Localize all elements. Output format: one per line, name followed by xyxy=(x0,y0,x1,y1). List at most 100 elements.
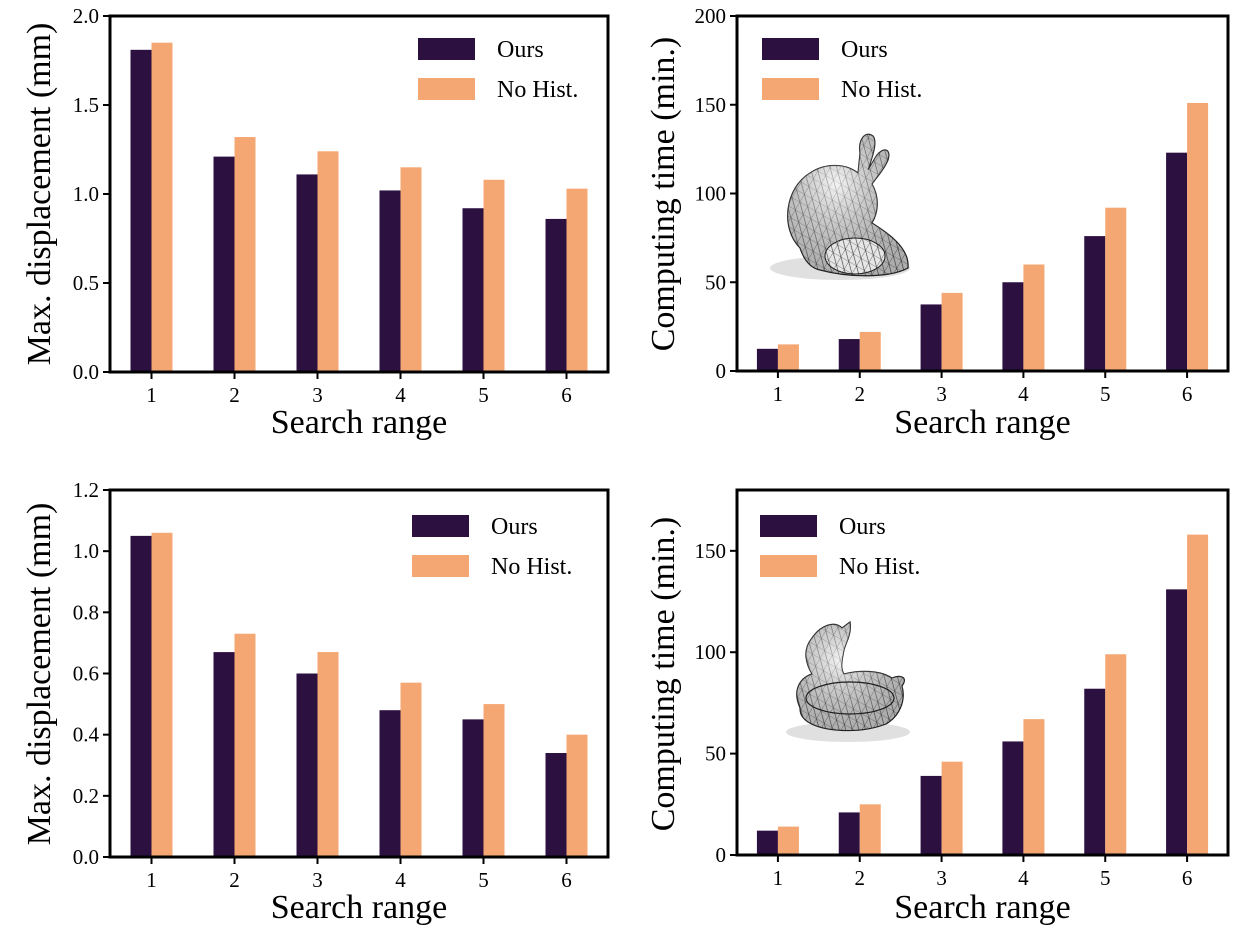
y-tick-label: 0.2 xyxy=(73,784,99,808)
bar-ours-1 xyxy=(756,348,778,371)
bar-ours-4 xyxy=(379,710,401,857)
bar-ours-1 xyxy=(130,49,152,372)
bar-no-hist-2 xyxy=(234,633,256,857)
x-tick-label: 3 xyxy=(936,382,947,406)
y-tick-label: 0.5 xyxy=(73,271,99,295)
bar-no-hist-3 xyxy=(941,292,963,371)
bar-ours-4 xyxy=(1002,282,1024,371)
x-tick-label: 4 xyxy=(1018,866,1029,890)
bar-ours-1 xyxy=(756,830,778,855)
x-axis-title: Search range xyxy=(894,404,1071,441)
bar-no-hist-2 xyxy=(859,804,881,855)
x-tick-label: 1 xyxy=(773,866,784,890)
bar-ours-2 xyxy=(213,156,235,372)
bar-no-hist-3 xyxy=(317,652,339,857)
bar-no-hist-6 xyxy=(1187,534,1209,855)
plot-frame xyxy=(735,488,1230,857)
y-tick-label: 50 xyxy=(705,742,726,766)
x-tick-label: 4 xyxy=(395,868,406,892)
bar-ours-6 xyxy=(545,753,567,857)
bar-ours-5 xyxy=(462,719,484,857)
bar-no-hist-6 xyxy=(566,188,588,372)
y-axis-title: Max. displacement (mm) xyxy=(21,23,58,366)
bar-no-hist-5 xyxy=(483,704,505,857)
bar-ours-5 xyxy=(1084,236,1106,371)
plot-frame xyxy=(108,14,610,374)
x-tick-label: 5 xyxy=(1100,866,1111,890)
x-tick-label: 6 xyxy=(1182,382,1193,406)
x-tick-label: 2 xyxy=(855,866,866,890)
y-tick-label: 0 xyxy=(716,359,727,383)
legend-swatch-no-hist xyxy=(412,555,469,577)
x-axis-title: Search range xyxy=(271,404,448,441)
chart-panel-top-left: 0.0 0.5 1.0 1.5 2.0 1 2 3 4 5 6 Search range Max. di… xyxy=(21,4,610,441)
legend: Ours No Hist. xyxy=(760,514,920,580)
x-tick-label: 1 xyxy=(146,383,157,407)
bar-no-hist-2 xyxy=(859,331,881,371)
legend-swatch-ours xyxy=(418,38,475,60)
bar-no-hist-4 xyxy=(1023,264,1045,371)
bar-ours-3 xyxy=(920,304,942,371)
chart-panel-top-right: 0 50 100 150 200 1 2 3 4 5 6 Search range Computing … xyxy=(645,4,1230,441)
x-tick-label: 2 xyxy=(855,382,866,406)
legend-swatch-ours xyxy=(412,515,469,537)
y-tick-label: 1.5 xyxy=(73,93,99,117)
legend-swatch-no-hist xyxy=(418,78,475,100)
x-axis-title: Search range xyxy=(271,889,448,926)
legend-label-ours: Ours xyxy=(839,514,886,540)
legend-swatch-ours xyxy=(762,38,819,60)
x-tick-label: 6 xyxy=(561,383,572,407)
bar-ours-5 xyxy=(462,208,484,372)
x-axis-title: Search range xyxy=(894,889,1071,926)
bar-no-hist-2 xyxy=(234,137,256,372)
x-tick-label: 2 xyxy=(229,868,240,892)
bar-ours-6 xyxy=(545,218,567,372)
y-tick-label: 2.0 xyxy=(73,4,99,28)
bar-no-hist-4 xyxy=(400,682,422,857)
chart-panel-bottom-left: 0.0 0.2 0.4 0.6 0.8 1.0 1.2 1 2 3 4 5 6 Search range M… xyxy=(21,478,610,926)
y-tick-label: 0.8 xyxy=(73,600,99,624)
bar-ours-4 xyxy=(379,190,401,372)
legend-swatch-ours xyxy=(760,515,817,537)
legend-label-ours: Ours xyxy=(497,37,544,63)
y-tick-label: 100 xyxy=(695,182,727,206)
y-tick-label: 1.0 xyxy=(73,539,99,563)
bar-no-hist-1 xyxy=(777,344,799,371)
y-tick-label: 200 xyxy=(695,4,727,28)
y-axis-title: Max. displacement (mm) xyxy=(21,503,58,846)
bar-no-hist-5 xyxy=(1105,207,1127,371)
legend: Ours No Hist. xyxy=(418,37,578,103)
bar-no-hist-5 xyxy=(483,179,505,372)
y-axis-title: Computing time (min.) xyxy=(645,517,682,831)
bar-ours-3 xyxy=(296,174,318,372)
y-tick-label: 150 xyxy=(695,539,727,563)
x-tick-label: 3 xyxy=(312,868,323,892)
x-tick-label: 4 xyxy=(1018,382,1029,406)
y-tick-label: 150 xyxy=(695,93,727,117)
x-tick-label: 3 xyxy=(312,383,323,407)
legend-label-ours: Ours xyxy=(491,514,538,540)
x-tick-label: 6 xyxy=(1182,866,1193,890)
y-tick-label: 0.6 xyxy=(73,662,99,686)
legend-swatch-no-hist xyxy=(762,78,819,100)
y-tick-label: 0 xyxy=(716,843,727,867)
y-axis-title: Computing time (min.) xyxy=(645,37,682,351)
bar-no-hist-1 xyxy=(151,532,173,857)
legend-label-no-hist: No Hist. xyxy=(491,554,572,580)
y-tick-label: 0.4 xyxy=(73,723,100,747)
y-tick-label: 0.0 xyxy=(73,360,99,384)
bar-no-hist-1 xyxy=(151,42,173,372)
bar-no-hist-3 xyxy=(317,151,339,372)
x-tick-label: 5 xyxy=(478,383,489,407)
bar-ours-3 xyxy=(296,673,318,857)
x-tick-label: 2 xyxy=(229,383,240,407)
legend-label-no-hist: No Hist. xyxy=(497,77,578,103)
bar-ours-2 xyxy=(213,652,235,857)
bar-no-hist-1 xyxy=(777,826,799,855)
x-tick-label: 5 xyxy=(1100,382,1111,406)
chart-panel-bottom-right: 0 50 100 150 1 2 3 4 5 6 Search range Computing tim… xyxy=(645,488,1230,926)
bar-ours-6 xyxy=(1166,152,1188,371)
y-tick-label: 1.0 xyxy=(73,182,99,206)
y-tick-label: 1.2 xyxy=(73,478,99,502)
